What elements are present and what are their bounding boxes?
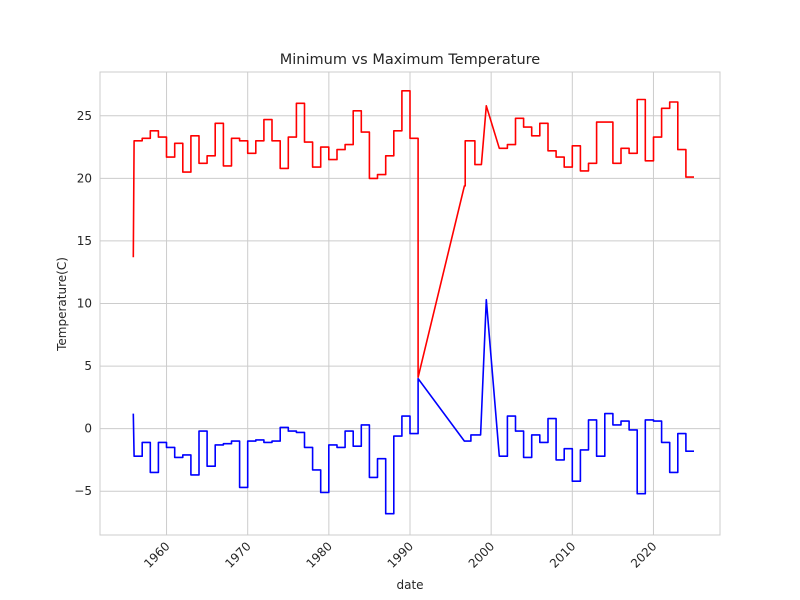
x-tick-label: 1990	[385, 539, 416, 570]
y-axis-label: Temperature(C)	[55, 257, 69, 352]
y-tick-labels: −5 0 5 10 15 20 25	[74, 109, 92, 498]
y-tick-label: 20	[77, 171, 92, 185]
chart-title: Minimum vs Maximum Temperature	[280, 52, 541, 68]
y-tick-label: −5	[74, 484, 92, 498]
max-temperature-line	[132, 90, 694, 379]
x-tick-label: 2000	[466, 539, 497, 570]
series-layer	[132, 90, 694, 515]
x-tick-label: 1970	[222, 539, 253, 570]
y-tick-label: 25	[77, 109, 92, 123]
x-tick-labels: 1960 1970 1980 1990 2000 2010 2020	[141, 539, 659, 570]
x-tick-label: 1980	[303, 539, 334, 570]
y-tick-label: 5	[84, 359, 92, 373]
y-tick-label: 10	[77, 297, 92, 311]
y-tick-label: 0	[84, 422, 92, 436]
min-temperature-line	[132, 298, 694, 515]
plot-frame	[99, 71, 721, 536]
x-tick-label: 2010	[547, 539, 578, 570]
x-tick-label: 2020	[628, 539, 659, 570]
y-tick-label: 15	[77, 234, 92, 248]
x-tick-label: 1960	[141, 539, 172, 570]
x-axis-label: date	[396, 578, 423, 592]
